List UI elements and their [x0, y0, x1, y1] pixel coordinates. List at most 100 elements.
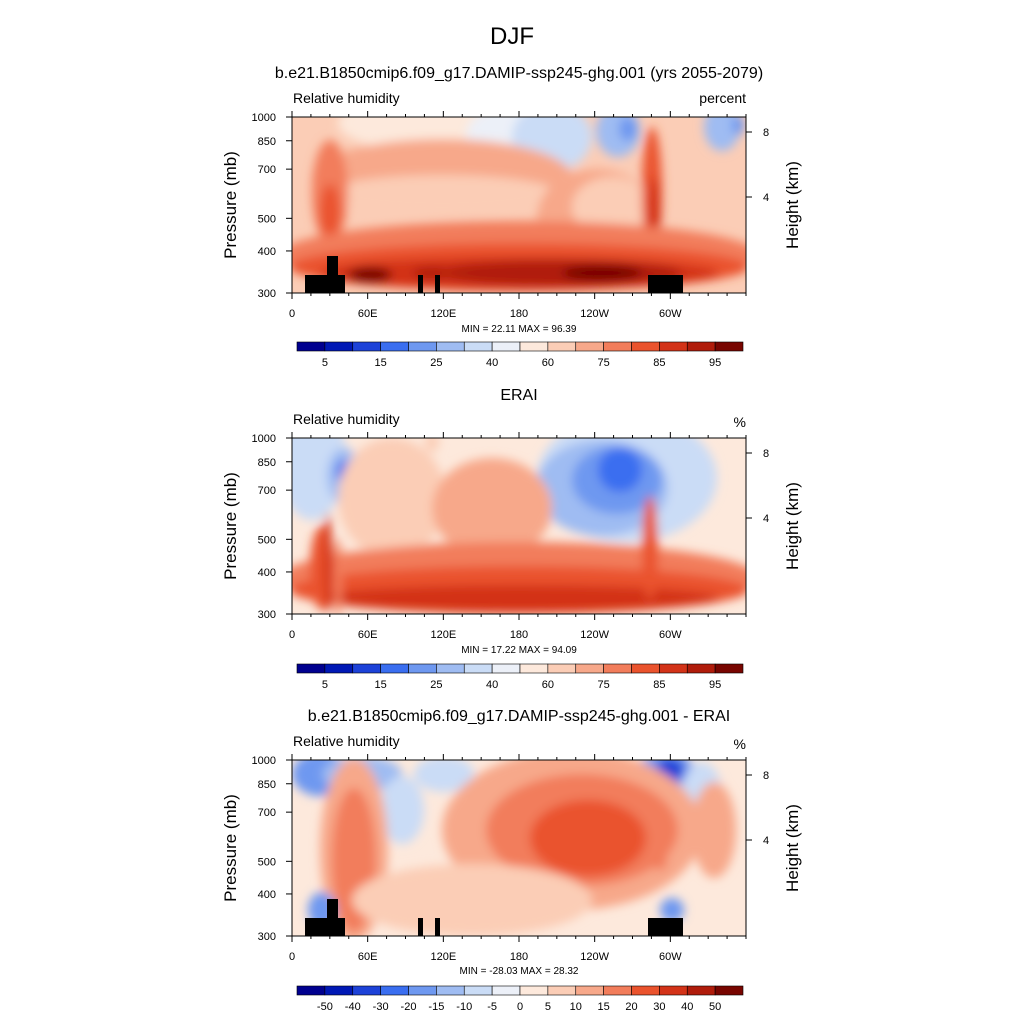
panel-1-plot: 0 60E 120E 180 120W 60W 300 400 500 700 850 1000 8 4	[252, 111, 769, 320]
panel-2-plot: 0 60E 120E 180 120W 60W 300 400 500 700 850 1000 8 4	[252, 432, 769, 641]
terrain-mask	[418, 918, 423, 936]
panel-2: ERAI Relative humidity % 0 60E 120E 180 120W…	[221, 387, 802, 691]
colorbar-label: 30	[653, 1001, 665, 1013]
x-tick-label: 60W	[659, 951, 682, 963]
contour-region	[322, 175, 562, 215]
colorbar-label: 25	[430, 679, 442, 691]
colorbar-box	[463, 663, 493, 674]
colorbar-box	[463, 985, 493, 996]
x-tick-label: 0	[289, 308, 295, 320]
x-tick-label: 180	[510, 951, 528, 963]
colorbar-box	[714, 985, 744, 996]
contour-region	[598, 448, 642, 492]
colorbar-box	[380, 341, 409, 352]
colorbar-box	[575, 663, 604, 674]
colorbar-label: 5	[322, 357, 328, 369]
panel-2-stats: MIN = 17.22 MAX = 94.09	[461, 645, 577, 656]
y-tick-label: 500	[258, 534, 276, 546]
colorbar-label: 5	[322, 679, 328, 691]
colorbar-box	[324, 985, 354, 996]
colorbar-box	[631, 985, 660, 996]
panel-3-height-axis-label: Height (km)	[783, 804, 802, 892]
colorbar-label: -20	[401, 1001, 417, 1013]
panel-3-units: %	[734, 736, 746, 752]
colorbar-box	[296, 341, 326, 352]
panel-3-stats: MIN = -28.03 MAX = 28.32	[460, 966, 579, 977]
terrain-mask	[435, 275, 440, 293]
height-tick-label: 4	[763, 513, 769, 525]
y-tick-label: 300	[258, 288, 276, 300]
colorbar-box	[491, 985, 521, 996]
height-tick-label: 8	[763, 448, 769, 460]
y-tick-label: 700	[258, 164, 276, 176]
contour-field	[292, 438, 746, 614]
colorbar-label: -50	[317, 1001, 333, 1013]
colorbar-label: 25	[430, 357, 442, 369]
contour-region	[348, 267, 392, 283]
panel-2-left-label: Relative humidity	[293, 411, 400, 427]
colorbar-label: -5	[487, 1001, 497, 1013]
y-tick-label: 700	[258, 485, 276, 497]
x-tick-label: 180	[510, 629, 528, 641]
colorbar-label: 40	[681, 1001, 693, 1013]
x-tick-label: 120W	[580, 308, 609, 320]
x-tick-label: 60E	[358, 951, 378, 963]
terrain-mask	[305, 918, 345, 936]
colorbar-box	[714, 341, 744, 352]
colorbar-box	[519, 341, 549, 352]
contour-region	[692, 782, 736, 878]
x-tick-label: 180	[510, 308, 528, 320]
panel-3-plot: 0 60E 120E 180 120W 60W 300 400 500 700 850 1000 8 4	[252, 754, 769, 963]
panel-1-stats: MIN = 22.11 MAX = 96.39	[462, 324, 577, 335]
panel-1-title: b.e21.B1850cmip6.f09_g17.DAMIP-ssp245-gh…	[275, 65, 763, 82]
colorbar-label: 60	[542, 357, 554, 369]
x-tick-label: 120E	[430, 951, 456, 963]
contour-region	[324, 513, 332, 613]
colorbar-box	[380, 663, 409, 674]
contour-field	[292, 117, 746, 293]
terrain-mask	[418, 275, 423, 293]
colorbar-box	[324, 341, 354, 352]
colorbar-label: 85	[653, 679, 665, 691]
contour-region	[704, 117, 740, 151]
colorbar-box	[686, 985, 716, 996]
contour-region	[660, 898, 684, 922]
contour-region	[619, 117, 637, 141]
contour-region	[414, 760, 474, 792]
colorbar-box	[686, 341, 716, 352]
colorbar-label: -40	[345, 1001, 361, 1013]
x-tick-label: 120W	[580, 629, 609, 641]
terrain-mask	[327, 256, 338, 275]
colorbar-label: -30	[373, 1001, 389, 1013]
panel-3-left-label: Relative humidity	[293, 733, 400, 749]
panel-2-colorbar: 5 15 25 40 60 75 85 95	[296, 663, 744, 691]
colorbar-box	[686, 663, 716, 674]
colorbar-box	[659, 341, 688, 352]
colorbar-label: 5	[545, 1001, 551, 1013]
colorbar-box	[603, 341, 632, 352]
panel-3-title: b.e21.B1850cmip6.f09_g17.DAMIP-ssp245-gh…	[308, 708, 730, 725]
colorbar-label: 40	[486, 679, 498, 691]
colorbar-box	[631, 663, 660, 674]
x-tick-label: 60W	[659, 308, 682, 320]
panel-2-y-axis-label: Pressure (mb)	[221, 472, 240, 580]
colorbar-label: 10	[570, 1001, 582, 1013]
terrain-mask	[435, 918, 440, 936]
contour-region	[572, 177, 652, 237]
y-tick-label: 400	[258, 567, 276, 579]
contour-region	[380, 776, 424, 844]
y-tick-label: 1000	[252, 112, 276, 124]
colorbar-box	[408, 341, 437, 352]
contour-region	[653, 850, 667, 870]
y-tick-label: 400	[258, 246, 276, 258]
colorbar-box	[352, 341, 381, 352]
terrain-mask	[327, 899, 338, 918]
contour-region	[334, 538, 342, 614]
panel-3: b.e21.B1850cmip6.f09_g17.DAMIP-ssp245-gh…	[221, 708, 802, 1013]
colorbar-label: 15	[375, 679, 387, 691]
contour-region	[425, 438, 439, 452]
x-tick-label: 60W	[659, 629, 682, 641]
x-tick-label: 0	[289, 951, 295, 963]
colorbar-label: 95	[709, 679, 721, 691]
colorbar-box	[575, 341, 604, 352]
